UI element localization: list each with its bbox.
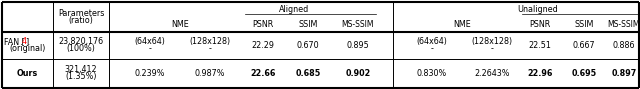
Text: 0.667: 0.667 (573, 41, 595, 50)
Text: Aligned: Aligned (279, 5, 309, 14)
Text: (64x64): (64x64) (417, 37, 447, 46)
Text: (1.35%): (1.35%) (65, 72, 97, 81)
Text: 0.902: 0.902 (346, 69, 371, 78)
Text: PSNR: PSNR (529, 20, 550, 29)
Text: 321,412: 321,412 (65, 65, 97, 74)
Text: 22.29: 22.29 (252, 41, 275, 50)
Text: PSNR: PSNR (252, 20, 274, 29)
Text: 2.2643%: 2.2643% (474, 69, 509, 78)
Text: (128x128): (128x128) (189, 37, 230, 46)
Text: 0.897: 0.897 (611, 69, 637, 78)
Text: Unaligned: Unaligned (518, 5, 558, 14)
Text: 0.239%: 0.239% (135, 69, 165, 78)
Text: ]: ] (26, 37, 29, 46)
Text: SSIM: SSIM (298, 20, 317, 29)
Text: MS-SSIM: MS-SSIM (608, 20, 640, 29)
Text: -: - (209, 44, 211, 53)
Text: Parameters: Parameters (58, 9, 104, 18)
Text: 0.685: 0.685 (296, 69, 321, 78)
Text: 23,820,176: 23,820,176 (58, 37, 104, 46)
Text: -: - (148, 44, 152, 53)
Text: 22.51: 22.51 (529, 41, 552, 50)
Text: (100%): (100%) (67, 44, 95, 53)
Text: (ratio): (ratio) (68, 16, 93, 25)
Text: NME: NME (453, 20, 471, 29)
Text: (128x128): (128x128) (472, 37, 513, 46)
Text: Ours: Ours (17, 69, 38, 78)
Text: 0.895: 0.895 (347, 41, 369, 50)
Text: 0.987%: 0.987% (195, 69, 225, 78)
Text: 22.66: 22.66 (250, 69, 276, 78)
Text: SSIM: SSIM (574, 20, 594, 29)
Text: -: - (431, 44, 433, 53)
Text: FAN [: FAN [ (4, 37, 25, 46)
Text: 0.670: 0.670 (297, 41, 319, 50)
Text: (original): (original) (9, 44, 45, 53)
Text: 4: 4 (22, 37, 26, 46)
Text: 22.96: 22.96 (527, 69, 553, 78)
Text: 0.830%: 0.830% (417, 69, 447, 78)
Text: 0.695: 0.695 (572, 69, 596, 78)
Text: 0.886: 0.886 (612, 41, 636, 50)
Text: NME: NME (171, 20, 189, 29)
Text: (64x64): (64x64) (134, 37, 165, 46)
Text: -: - (491, 44, 493, 53)
Text: MS-SSIM: MS-SSIM (342, 20, 374, 29)
